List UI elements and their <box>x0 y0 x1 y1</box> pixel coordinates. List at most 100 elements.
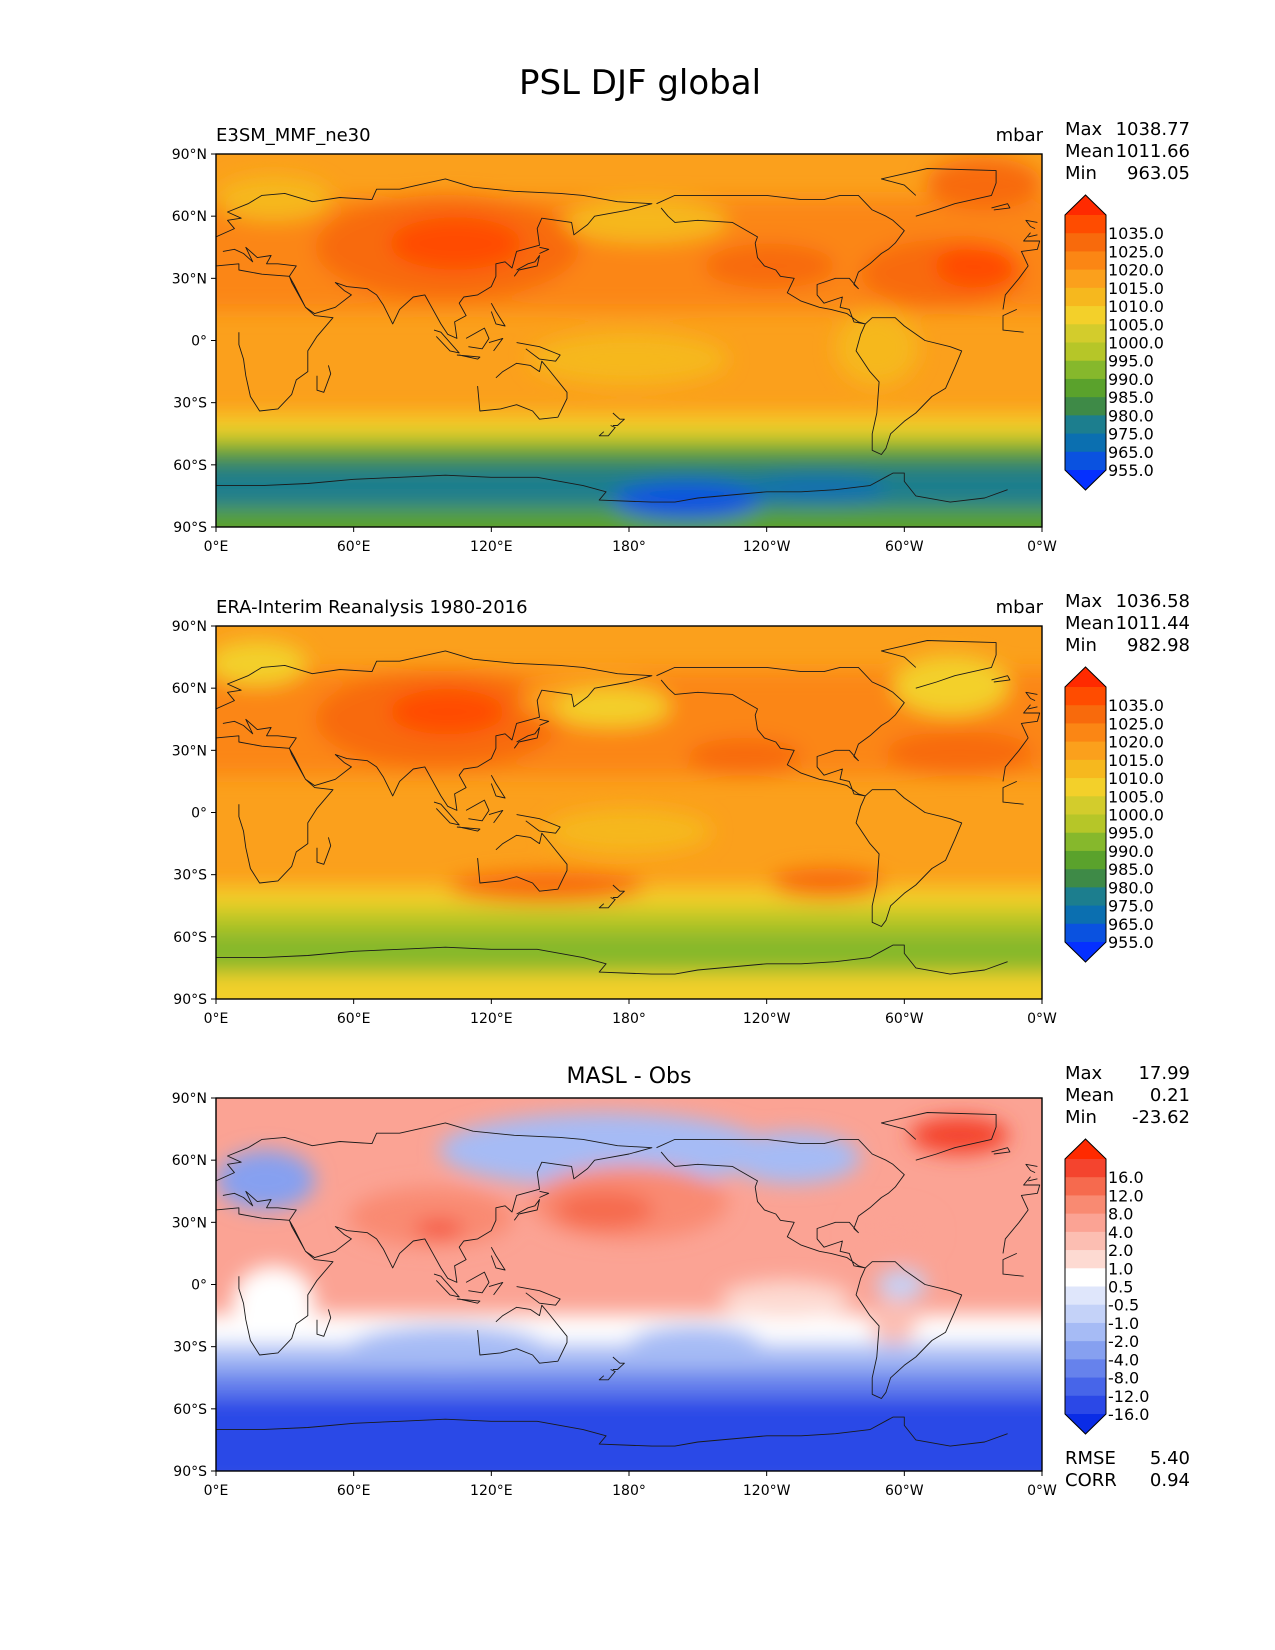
colorbar-extend-min <box>1065 470 1106 490</box>
field-blob <box>752 474 886 505</box>
stat-mean-label: Mean <box>1065 141 1114 162</box>
lon-tick-label: 120°W <box>743 539 791 555</box>
colorbar-level-label: 1015.0 <box>1108 279 1164 298</box>
lat-tick-label: 90°S <box>173 520 207 536</box>
field-blob <box>703 243 836 289</box>
lon-tick-label: 180° <box>612 1483 646 1499</box>
colorbar-segment <box>1065 1195 1106 1215</box>
field-blob <box>546 808 712 854</box>
colorbar-extend-min <box>1065 942 1106 962</box>
lon-tick-label: 0°W <box>1027 1483 1057 1499</box>
colorbar-segment <box>1065 869 1106 888</box>
lat-tick-label: 30°N <box>172 1215 207 1231</box>
stat-mean-value: 1011.66 <box>1116 141 1190 162</box>
lon-tick-label: 120°E <box>470 1011 513 1027</box>
colorbar-extend-max <box>1065 667 1106 687</box>
colorbar-level-label: 1.0 <box>1108 1259 1133 1278</box>
coastlines <box>216 1112 1041 1447</box>
colorbar-segment <box>1065 1286 1106 1306</box>
lat-tick-label: 30°S <box>173 396 207 412</box>
lon-tick-label: 120°E <box>470 539 513 555</box>
colorbar: 1035.01025.01020.01015.01010.01005.01000… <box>1064 666 1164 963</box>
lon-tick-label: 60°W <box>885 539 924 555</box>
stats-box: Max 17.99 Mean 0.21 Min -23.62 <box>1065 1063 1190 1128</box>
colorbar-level-label: -0.5 <box>1108 1296 1139 1315</box>
lon-tick-label: 60°E <box>337 1483 371 1499</box>
colorbar-level-label: 1035.0 <box>1108 696 1164 715</box>
colorbar-segment <box>1065 360 1106 380</box>
lat-tick-label: 60°N <box>172 209 207 225</box>
field-band <box>216 437 1042 453</box>
colorbar-segment <box>1065 451 1106 471</box>
field-blob <box>571 935 770 973</box>
colorbar-outline <box>1064 666 1107 963</box>
field-blob <box>562 198 729 244</box>
colorbar-segment <box>1065 741 1106 761</box>
panel-left-title: E3SM_MMF_ne30 <box>216 125 371 146</box>
colorbar-level-label: 2.0 <box>1108 1241 1133 1260</box>
stat-min-value: 982.98 <box>1127 635 1190 656</box>
field-blob <box>868 1299 919 1345</box>
map-field <box>216 154 1042 527</box>
field-blob <box>612 482 762 520</box>
field-blob <box>728 1131 861 1184</box>
colorbar-extend-max <box>1065 1139 1106 1159</box>
field-blob <box>852 1209 935 1255</box>
field-blob <box>934 243 1018 289</box>
lat-tick-label: 30°N <box>172 743 207 759</box>
lat-tick-label: 0° <box>191 806 207 822</box>
field-blob <box>447 872 646 903</box>
lat-tick-label: 60°S <box>173 930 207 946</box>
stat-max-label: Max <box>1065 119 1103 140</box>
field-band <box>216 415 1042 438</box>
stat-min-value: 963.05 <box>1127 163 1190 184</box>
field-blob <box>232 1265 316 1341</box>
colorbar-level-label: -8.0 <box>1108 1369 1139 1388</box>
colorbar-level-label: -16.0 <box>1108 1405 1149 1424</box>
colorbar: 16.012.08.04.02.01.00.5-0.5-1.0-2.0-4.0-… <box>1064 1138 1149 1435</box>
colorbar-segment <box>1065 233 1106 253</box>
stats-box: Max 1038.77 Mean 1011.66 Min 963.05 <box>1065 119 1190 184</box>
colorbar-segment <box>1065 1159 1106 1178</box>
rmse-value: 5.40 <box>1150 1448 1190 1469</box>
colorbar-segment <box>1065 796 1106 816</box>
panel-left-title: ERA-Interim Reanalysis 1980-2016 <box>216 597 528 618</box>
field-blob <box>216 176 332 222</box>
colorbar-level-label: -1.0 <box>1108 1314 1139 1333</box>
colorbar-level-label: 975.0 <box>1108 425 1154 444</box>
colorbar-extend-min <box>1065 1414 1106 1434</box>
field-band <box>216 452 1042 468</box>
map-field <box>216 1098 1042 1471</box>
corr-label: CORR <box>1065 1470 1117 1491</box>
colorbar-segment <box>1065 378 1106 398</box>
field-blob <box>893 655 1009 716</box>
field-contours <box>216 1112 1042 1471</box>
stat-max-value: 1038.77 <box>1116 119 1190 140</box>
lon-tick-label: 0°E <box>204 539 229 555</box>
field-blob <box>876 1269 927 1300</box>
colorbar-segment <box>1065 687 1106 706</box>
colorbar-outline <box>1064 194 1107 491</box>
colorbar-level-label: 12.0 <box>1108 1186 1144 1205</box>
panel-units: mbar <box>996 597 1044 618</box>
field-blob <box>216 1150 316 1210</box>
colorbar-level-label: -4.0 <box>1108 1350 1139 1369</box>
colorbar-level-label: 1010.0 <box>1108 297 1164 316</box>
colorbar-level-label: 1020.0 <box>1108 261 1164 280</box>
lat-tick-label: 30°S <box>173 1340 207 1356</box>
colorbar-segment <box>1065 251 1106 271</box>
field-band <box>216 1314 1042 1345</box>
lon-tick-label: 0°E <box>204 1011 229 1027</box>
field-blob <box>835 310 919 386</box>
rmse-label: RMSE <box>1065 1448 1116 1469</box>
stat-max-label: Max <box>1065 1063 1103 1084</box>
lon-tick-label: 120°W <box>743 1011 791 1027</box>
lon-tick-label: 180° <box>612 539 646 555</box>
lat-tick-label: 60°S <box>173 1402 207 1418</box>
lon-tick-label: 120°E <box>470 1483 513 1499</box>
colorbar-level-label: 1015.0 <box>1108 751 1164 770</box>
field-blob <box>909 1116 1009 1154</box>
colorbar-segment <box>1065 923 1106 943</box>
field-blob <box>885 730 1034 776</box>
